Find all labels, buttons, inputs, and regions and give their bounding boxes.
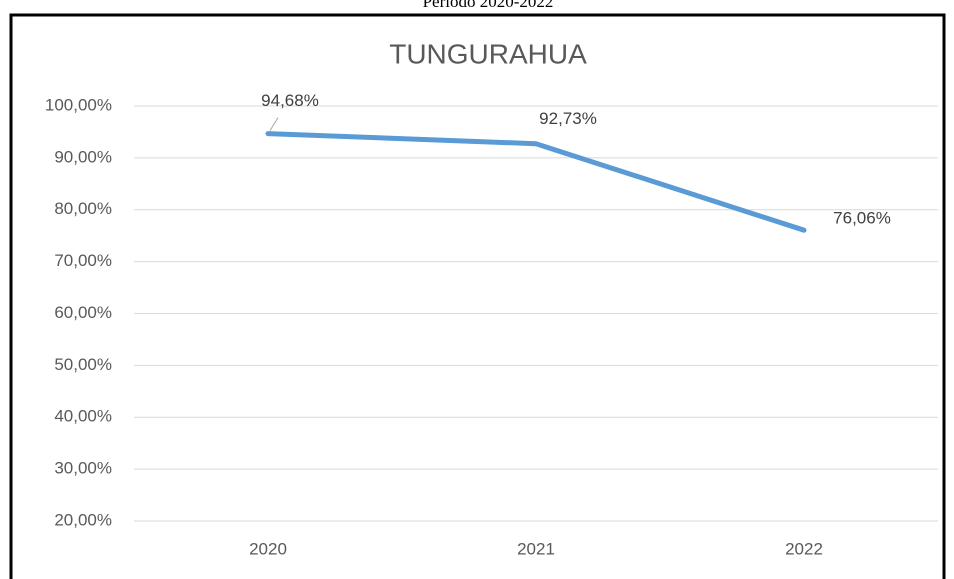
y-tick-label: 90,00%: [54, 147, 112, 166]
y-tick-label: 60,00%: [54, 303, 112, 322]
chart-title: TUNGURAHUA: [389, 38, 587, 69]
x-tick-label: 2020: [249, 539, 287, 558]
y-tick-label: 40,00%: [54, 407, 112, 426]
y-tick-label: 100,00%: [45, 95, 112, 114]
y-tick-label: 80,00%: [54, 199, 112, 218]
frame: [9, 13, 946, 579]
line: [265, 131, 807, 233]
x-tick-label: 2022: [785, 539, 823, 558]
data-label: 94,68%: [261, 91, 319, 110]
data-label: 76,06%: [833, 209, 891, 228]
leader-line: [269, 117, 279, 131]
chart-subtitle: Período 2020-2022: [423, 0, 554, 11]
data-label: 92,73%: [539, 109, 597, 128]
y-tick-label: 20,00%: [54, 510, 112, 529]
y-tick-label: 50,00%: [54, 355, 112, 374]
y-tick-label: 70,00%: [54, 251, 112, 270]
y-tick-label: 30,00%: [54, 459, 112, 478]
x-tick-label: 2021: [517, 539, 555, 558]
